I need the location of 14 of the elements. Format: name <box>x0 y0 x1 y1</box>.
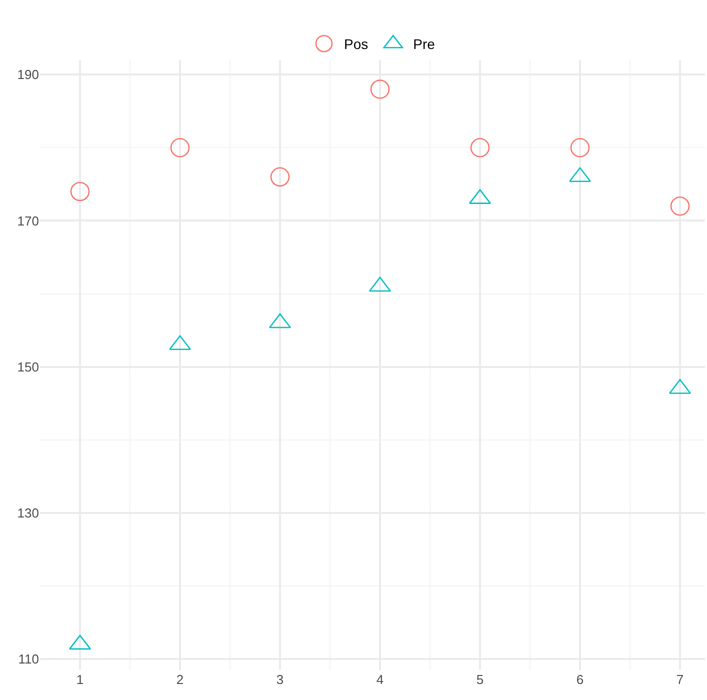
x-tick-label: 4 <box>376 672 384 687</box>
x-tick-label: 3 <box>276 672 284 687</box>
y-tick-label: 170 <box>17 213 39 228</box>
x-tick-label: 1 <box>76 672 84 687</box>
x-tick-label: 5 <box>476 672 484 687</box>
legend-label: Pre <box>413 36 436 52</box>
y-tick-label: 190 <box>17 67 39 82</box>
x-tick-label: 7 <box>676 672 684 687</box>
y-tick-label: 150 <box>17 359 39 374</box>
legend-label: Pos <box>344 36 368 52</box>
x-tick-label: 6 <box>576 672 584 687</box>
y-tick-label: 130 <box>17 505 39 520</box>
y-tick-label: 110 <box>18 652 39 667</box>
x-tick-label: 2 <box>176 672 184 687</box>
